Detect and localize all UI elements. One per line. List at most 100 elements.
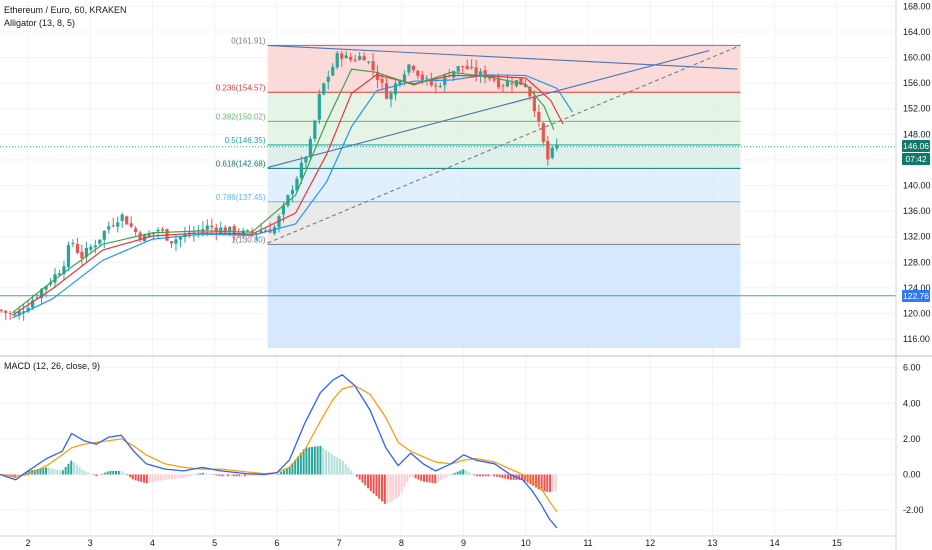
macd-histogram-bar (176, 474, 179, 479)
fib-zone (267, 168, 741, 202)
macd-histogram-bar (501, 474, 504, 479)
candle-body (98, 239, 102, 244)
macd-histogram-bar (101, 473, 104, 475)
macd-signal-line (0, 384, 558, 513)
candle-body (501, 85, 505, 87)
candle-body (71, 242, 75, 244)
macd-histogram-bar (411, 474, 414, 478)
macd-histogram-bar (311, 446, 314, 475)
macd-histogram-bar (302, 449, 305, 475)
level-price-tag: 122.76 (902, 290, 930, 302)
macd-histogram-bar (389, 474, 392, 503)
macd-axis-tick: 2.00 (903, 434, 921, 444)
macd-histogram-bar (353, 473, 356, 475)
candle-body (174, 239, 178, 244)
macd-histogram-bar (397, 474, 400, 497)
alligator-teeth-line (12, 74, 564, 316)
candle-body (17, 311, 21, 316)
macd-histogram-bar (428, 474, 431, 483)
macd-histogram-bar (484, 474, 487, 477)
macd-axis-tick: 6.00 (903, 363, 921, 373)
macd-histogram-bar (288, 466, 291, 475)
macd-histogram-bar (243, 474, 246, 477)
macd-histogram-bar (459, 470, 462, 475)
candle-body (210, 225, 214, 228)
macd-histogram-bar (490, 474, 493, 477)
candle-body (102, 230, 106, 240)
candle-body (326, 76, 330, 82)
macd-histogram-bar (403, 474, 406, 487)
macd-histogram-bar (431, 474, 434, 483)
candle-body (13, 314, 17, 316)
macd-histogram-bar (224, 474, 227, 477)
macd-histogram-bar (159, 474, 162, 481)
candle-body (438, 86, 442, 88)
candle-body (474, 67, 478, 76)
macd-histogram-bar (42, 468, 45, 475)
time-axis-tick: 14 (770, 538, 780, 548)
candle-body (228, 226, 232, 233)
macd-histogram-bar (512, 474, 515, 480)
macd-histogram-bar (271, 474, 274, 475)
macd-histogram-bar (196, 474, 199, 475)
alligator-indicator-label[interactable]: Alligator (13, 8, 5) (4, 18, 76, 28)
candle-body (223, 227, 227, 233)
macd-histogram-bar (319, 446, 322, 475)
macd-histogram-bar (266, 474, 269, 476)
candle-body (281, 205, 286, 215)
macd-histogram-bar (355, 474, 358, 477)
fib-level-label: 1(130.80) (231, 235, 266, 244)
candle-body (523, 84, 528, 87)
macd-histogram-bar (64, 467, 67, 475)
candle-body (134, 228, 138, 232)
candle-body (4, 310, 8, 313)
candle-body (295, 178, 299, 191)
candle-body (156, 229, 160, 232)
candle-body (465, 65, 469, 69)
macd-histogram-bar (73, 462, 76, 475)
macd-axis-tick: 0.00 (903, 469, 921, 479)
candle-body (241, 230, 245, 236)
candle-body (219, 227, 223, 234)
time-axis-tick: 3 (88, 538, 93, 548)
macd-histogram-bar (238, 474, 241, 477)
macd-histogram-bar (252, 474, 255, 476)
macd-histogram-bar (75, 464, 78, 475)
candle-body (532, 96, 536, 112)
candle-body (178, 237, 183, 240)
macd-histogram-bar (493, 474, 496, 477)
candle-body (44, 286, 48, 290)
macd-histogram-bar (187, 474, 190, 477)
candle-body (304, 156, 308, 163)
time-axis-tick: 10 (521, 538, 531, 548)
macd-histogram-bar (467, 472, 470, 475)
macd-histogram-bar (213, 474, 216, 475)
candle-body (389, 93, 393, 100)
time-axis-tick: 13 (707, 538, 717, 548)
candle-body (384, 83, 389, 99)
macd-histogram-bar (151, 474, 154, 483)
candle-body (550, 147, 554, 158)
macd-histogram-bar (423, 474, 426, 482)
candle-body (89, 246, 93, 250)
macd-indicator-label[interactable]: MACD (12, 26, close, 9) (4, 361, 101, 371)
time-axis-tick: 4 (150, 538, 155, 548)
macd-histogram-bar (95, 474, 98, 477)
candle-body (537, 111, 541, 122)
macd-histogram-bar (218, 474, 221, 477)
macd-histogram-bar (201, 472, 204, 475)
macd-histogram-bar (549, 474, 552, 493)
macd-histogram-bar (70, 460, 73, 475)
candle-body (111, 225, 115, 227)
macd-histogram-bar (199, 473, 202, 475)
macd-histogram-bar (207, 473, 210, 475)
fib-level-label: 0.5(146.35) (225, 136, 266, 145)
macd-histogram-bar (487, 474, 490, 477)
time-axis-tick: 5 (212, 538, 217, 548)
macd-histogram-bar (109, 470, 112, 475)
macd-histogram-bar (509, 474, 512, 480)
macd-histogram-bar (521, 474, 524, 480)
candle-body (411, 65, 416, 71)
macd-histogram-bar (473, 474, 476, 476)
